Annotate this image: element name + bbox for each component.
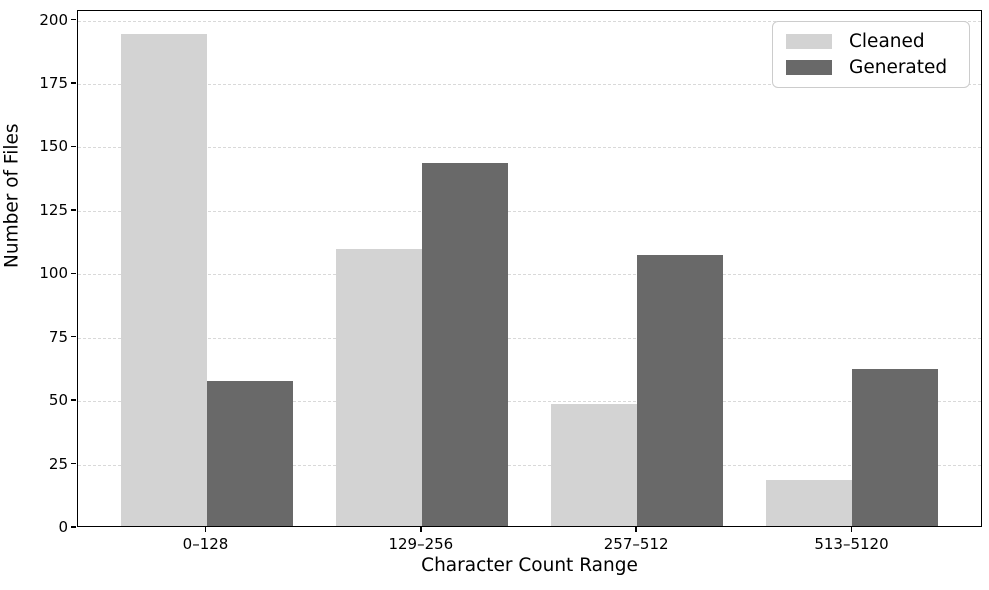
legend-label-generated: Generated [849,57,948,78]
y-tick-label-50: 50 [48,391,68,410]
gridline-y-50 [78,401,981,403]
y-tick-175 [71,82,76,84]
legend-item-generated: Generated [786,57,956,78]
bar-generated-0 [206,381,293,526]
y-tick-label-0: 0 [58,518,68,536]
y-tick-50 [71,399,76,401]
plot-area [77,10,982,527]
gridline-y-150 [78,147,981,149]
gridline-y-75 [78,337,981,339]
x-tick-label-1: 129–256 [388,535,454,553]
x-tick-1 [420,527,422,532]
y-tick-label-25: 25 [48,454,68,473]
bar-cleaned-1 [335,249,422,526]
bar-cleaned-0 [120,33,207,526]
x-tick-label-2: 257–512 [603,535,669,553]
y-tick-75 [71,335,76,338]
bar-generated-1 [421,163,508,526]
y-tick-label-100: 100 [39,264,68,283]
x-tick-label-0: 0–128 [182,535,229,553]
x-tick-0 [204,527,207,532]
gridline-y-100 [78,274,981,276]
gridline-y-175 [78,83,981,85]
legend: Cleaned Generated [772,21,970,88]
legend-label-cleaned: Cleaned [849,31,925,52]
bar-cleaned-2 [551,404,638,526]
y-tick-125 [71,209,76,211]
gridline-y-200 [78,20,981,22]
y-tick-200 [71,18,76,21]
gridline-y-125 [78,210,981,212]
y-tick-100 [71,272,76,274]
y-tick-25 [71,462,76,465]
legend-swatch-generated [786,60,832,75]
x-tick-2 [635,527,637,532]
y-tick-label-175: 175 [39,73,68,92]
bar-cleaned-3 [766,480,853,526]
y-tick-label-150: 150 [39,137,68,156]
x-tick-3 [850,527,853,532]
x-tick-label-3: 513–5120 [814,535,889,553]
gridline-y-25 [78,464,981,466]
y-tick-0 [71,526,76,528]
bar-generated-3 [852,368,939,526]
y-tick-label-75: 75 [48,327,68,346]
y-tick-label-125: 125 [39,200,68,219]
y-tick-label-200: 200 [39,10,68,29]
x-axis-label: Character Count Range [421,555,638,576]
legend-item-cleaned: Cleaned [786,31,956,52]
y-tick-150 [71,145,76,148]
legend-swatch-cleaned [786,34,832,49]
bar-generated-2 [637,254,724,526]
